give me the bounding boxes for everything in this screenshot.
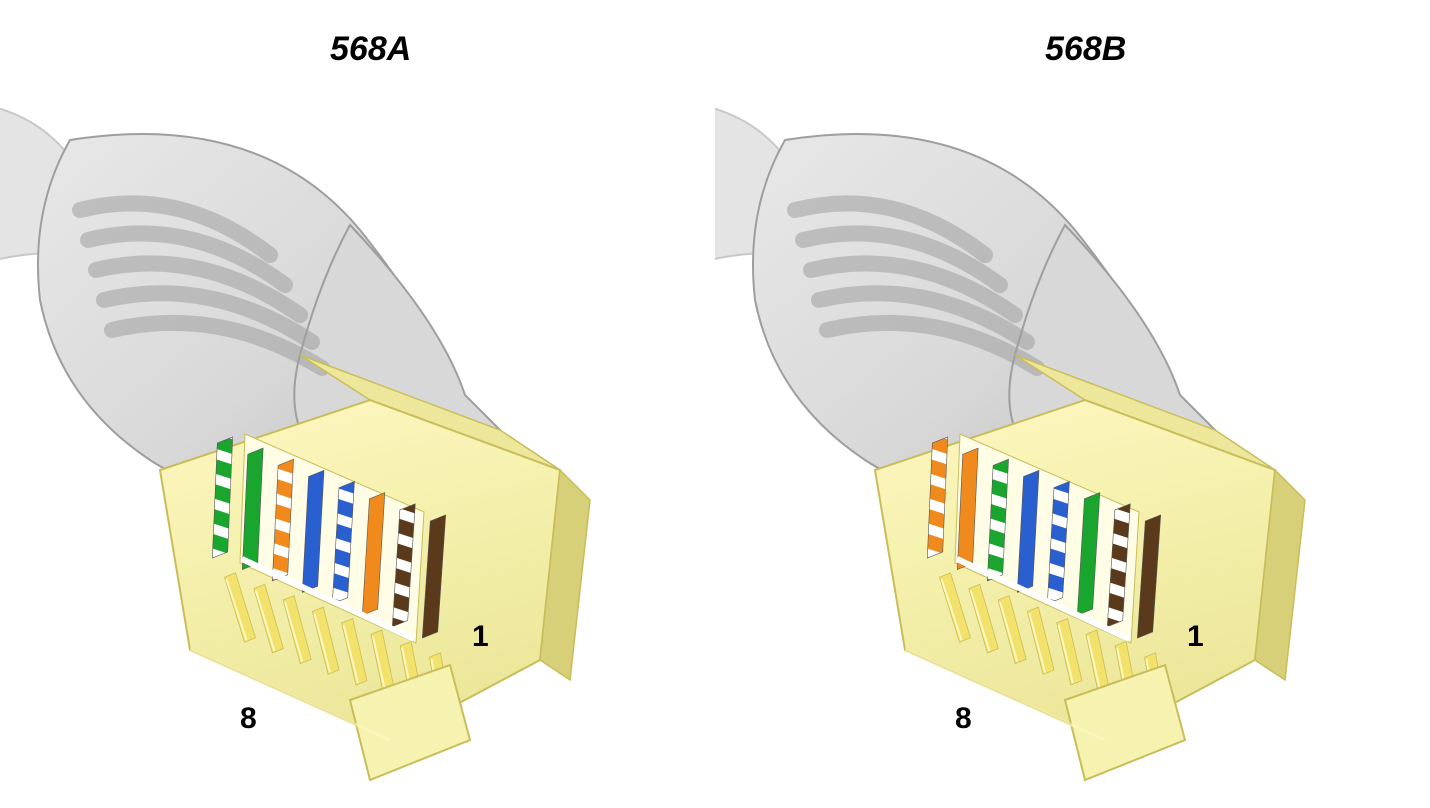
pin-label-8-a: 8 [240, 702, 257, 736]
pin-label-1-b: 1 [1187, 620, 1204, 654]
title-568b: 568B [1045, 30, 1126, 69]
diagram-stage: 568A 1 8 568B 1 8 [0, 0, 1430, 808]
title-568a: 568A [330, 30, 411, 69]
panel-568b: 568B 1 8 [715, 0, 1430, 808]
pin-label-8-b: 8 [955, 702, 972, 736]
panel-568a: 568A 1 8 [0, 0, 715, 808]
pin-label-1-a: 1 [472, 620, 489, 654]
connector-568a [0, 0, 715, 808]
connector-568b [715, 0, 1430, 808]
